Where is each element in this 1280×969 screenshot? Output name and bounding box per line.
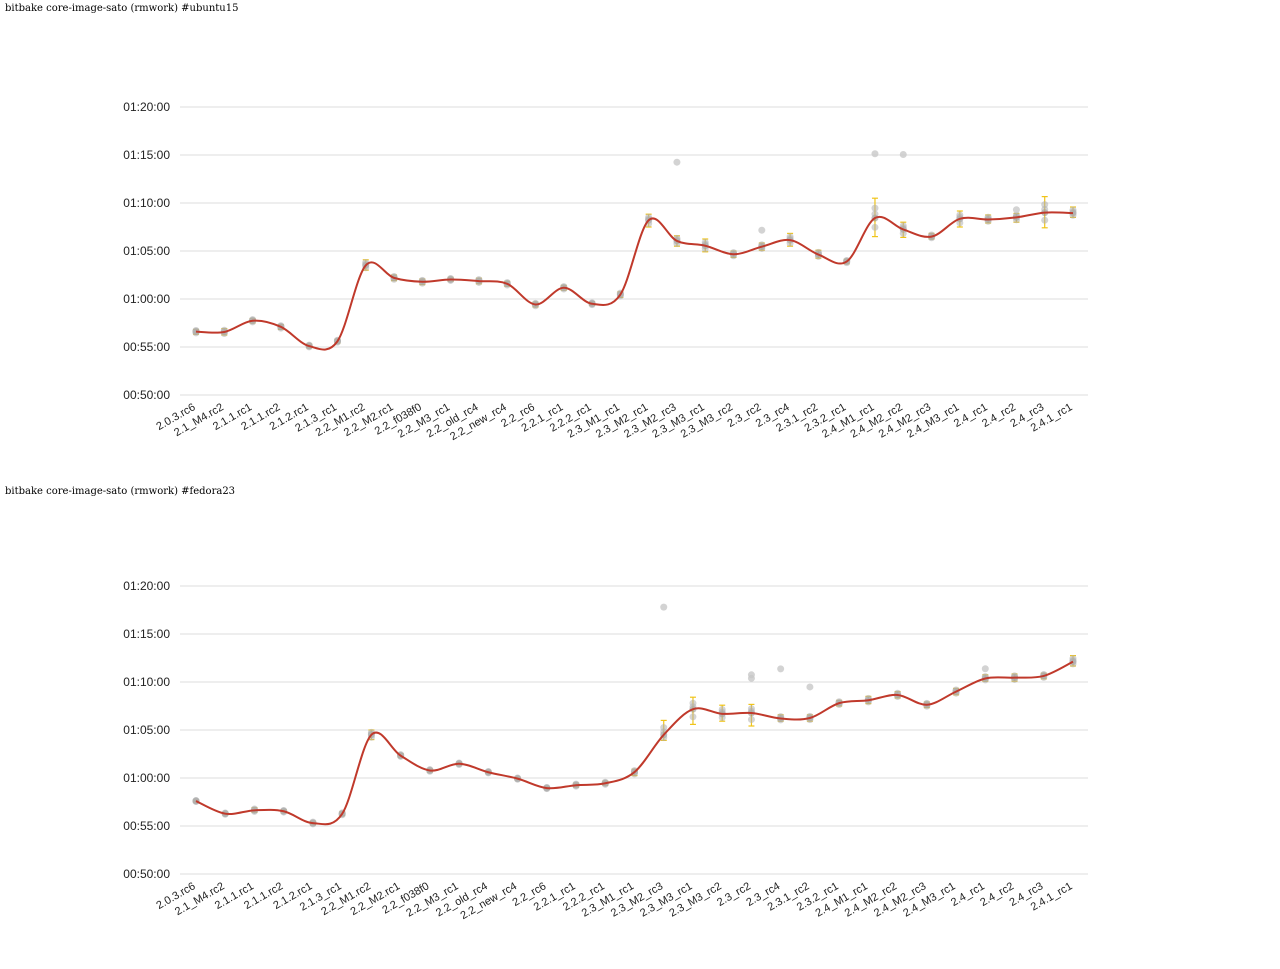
y-tick-label: 01:20:00 [123, 100, 170, 114]
series-line [195, 211, 1074, 351]
sample-point [718, 714, 726, 722]
y-tick-label: 00:50:00 [123, 388, 170, 402]
y-tick-label: 00:55:00 [123, 340, 170, 354]
y-tick-label: 01:10:00 [123, 675, 170, 689]
sample-point [689, 713, 697, 721]
sample-point [1041, 216, 1049, 224]
outlier-point [758, 226, 766, 234]
sample-point [871, 204, 879, 212]
chart-title-fedora: bitbake core-image-sato (rmwork) #fedora… [5, 486, 236, 497]
y-tick-label: 01:15:00 [123, 627, 170, 641]
y-tick-label: 00:50:00 [123, 867, 170, 881]
outlier-point [777, 665, 785, 673]
sample-point [747, 716, 755, 724]
outlier-point [673, 158, 681, 166]
sample-point [871, 223, 879, 231]
outlier-point [660, 603, 668, 611]
sample-point [1041, 205, 1049, 213]
outlier-point [871, 150, 879, 158]
sample-point [899, 229, 907, 237]
outlier-point [1012, 206, 1020, 214]
outlier-point [747, 674, 755, 682]
y-tick-label: 01:20:00 [123, 579, 170, 593]
series-line [195, 660, 1074, 826]
sample-point [1069, 208, 1077, 216]
outlier-point [899, 151, 907, 159]
y-tick-label: 00:55:00 [123, 819, 170, 833]
y-tick-label: 01:00:00 [123, 292, 170, 306]
outlier-point [981, 665, 989, 673]
chart-fedora: 00:50:00 00:55:00 01:00:00 01:05:00 01:10:00… [123, 579, 1088, 922]
y-tick-label: 01:05:00 [123, 723, 170, 737]
chart-title-ubuntu: bitbake core-image-sato (rmwork) #ubuntu… [5, 3, 239, 14]
sample-point [956, 219, 964, 227]
y-tick-label: 01:10:00 [123, 196, 170, 210]
y-tick-label: 01:05:00 [123, 244, 170, 258]
sample-point [871, 210, 879, 218]
sample-point [192, 327, 200, 335]
outlier-point [806, 683, 814, 691]
sample-point [1041, 201, 1049, 209]
chart-ubuntu: 00:50:00 00:55:00 01:00:00 01:05:00 01:10:00… [123, 100, 1088, 443]
y-tick-label: 01:15:00 [123, 148, 170, 162]
y-tick-label: 01:00:00 [123, 771, 170, 785]
